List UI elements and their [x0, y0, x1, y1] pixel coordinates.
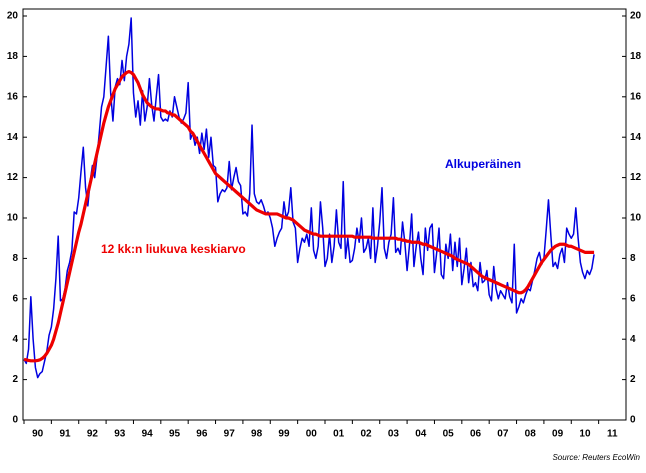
- x-tick-label: 08: [525, 429, 537, 440]
- x-tick-label: 99: [278, 429, 290, 440]
- x-tick-label: 11: [607, 429, 618, 440]
- y2-tick-label: 4: [630, 334, 636, 345]
- x-tick-label: 03: [388, 429, 400, 440]
- x-tick-label: 98: [251, 429, 263, 440]
- y2-tick-label: 16: [630, 91, 642, 102]
- x-tick-label: 95: [169, 429, 181, 440]
- plot-frame: [22, 8, 627, 421]
- series-line: [23, 69, 595, 363]
- y-tick-label: 12: [7, 172, 19, 183]
- x-tick-label: 91: [59, 429, 71, 440]
- x-tick-label: 05: [443, 429, 455, 440]
- y-tick-label: 20: [7, 11, 19, 22]
- y2-tick-label: 6: [630, 293, 636, 304]
- x-tick-label: 04: [415, 429, 427, 440]
- x-tick-label: 09: [552, 429, 564, 440]
- y2-tick-label: 14: [630, 132, 642, 143]
- y2-tick-label: 0: [630, 415, 636, 426]
- y2-tick-label: 20: [630, 11, 642, 22]
- x-tick-label: 90: [32, 429, 44, 440]
- x-tick-label: 93: [114, 429, 126, 440]
- x-tick-label: 00: [306, 429, 318, 440]
- y-tick-label: 4: [12, 334, 18, 345]
- x-tick-label: 02: [360, 429, 372, 440]
- y-tick-label: 2: [12, 374, 18, 385]
- x-tick-label: 92: [87, 429, 99, 440]
- x-tick-label: 01: [333, 429, 345, 440]
- y2-tick-label: 2: [630, 374, 636, 385]
- y2-tick-label: 8: [630, 253, 636, 264]
- y2-tick-label: 18: [630, 51, 642, 62]
- x-tick-label: 07: [497, 429, 509, 440]
- x-tick-label: 06: [470, 429, 482, 440]
- y-tick-label: 8: [12, 253, 18, 264]
- series-label: 12 kk:n liukuva keskiarvo: [101, 242, 246, 256]
- x-tick-label: 94: [142, 429, 154, 440]
- series-line: [23, 17, 595, 379]
- x-tick-label: 97: [224, 429, 236, 440]
- x-tick-label: 96: [196, 429, 208, 440]
- x-tick-label: 10: [579, 429, 591, 440]
- y-tick-label: 14: [7, 132, 19, 143]
- y-tick-label: 10: [7, 213, 19, 224]
- source: Source: Reuters EcoWin: [552, 453, 640, 462]
- series-label: Alkuperäinen: [445, 157, 521, 171]
- y-tick-label: 18: [7, 51, 19, 62]
- y-tick-label: 16: [7, 91, 19, 102]
- y-tick-label: 6: [12, 293, 18, 304]
- y-tick-label: 0: [12, 415, 18, 426]
- y2-tick-label: 10: [630, 213, 642, 224]
- y2-tick-label: 12: [630, 172, 642, 183]
